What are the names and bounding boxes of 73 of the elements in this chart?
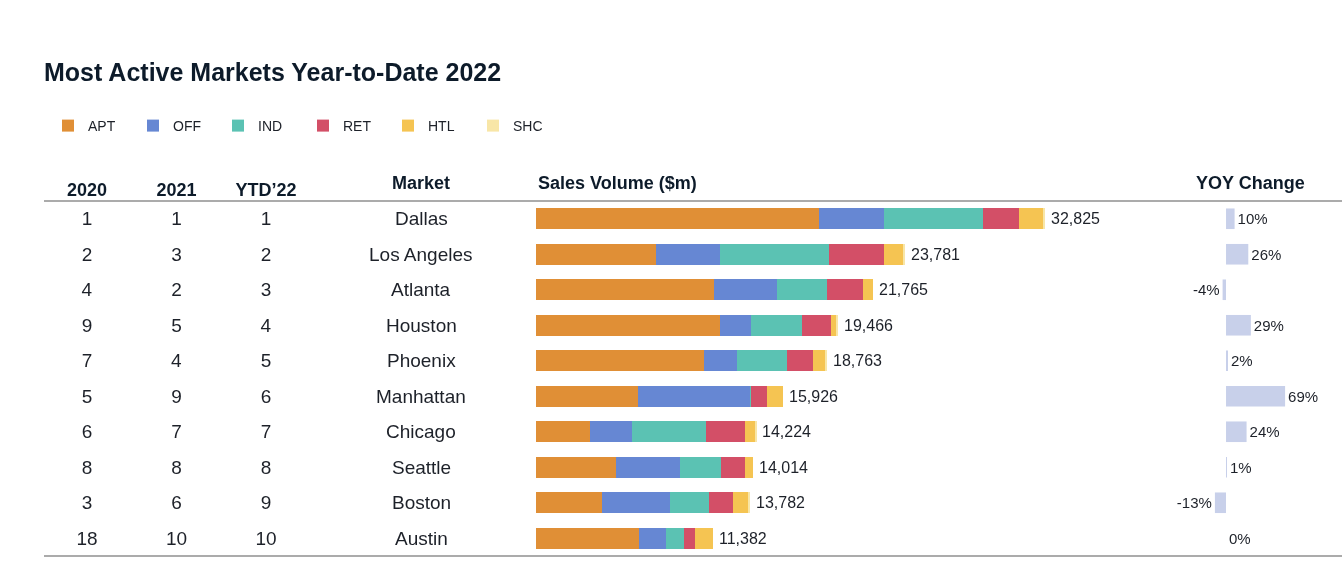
data-label: 18 bbox=[76, 527, 98, 549]
annotation: 19,466 bbox=[844, 317, 894, 334]
data-label: 24% bbox=[1249, 423, 1280, 441]
data-label: 0% bbox=[1229, 529, 1251, 547]
legend-label: APT bbox=[88, 118, 116, 135]
data-label: 8 bbox=[171, 456, 182, 478]
data-label: 6 bbox=[260, 385, 272, 407]
chart-title: Most Active Markets Year-to-Date 2022 bbox=[44, 57, 502, 86]
annotation: 21,765 bbox=[879, 281, 929, 298]
data-label: 9 bbox=[260, 492, 272, 514]
data-label: 2% bbox=[1231, 352, 1253, 370]
y-tick-label: Seattle bbox=[392, 457, 452, 478]
data-label: 69% bbox=[1288, 387, 1319, 405]
data-label: 9 bbox=[81, 314, 93, 336]
data-label: 7 bbox=[81, 350, 93, 372]
data-label: 8 bbox=[260, 456, 272, 478]
y-tick-label: Chicago bbox=[386, 421, 456, 442]
y-tick-label: Austin bbox=[395, 528, 448, 549]
x-tick-label: 2020 bbox=[66, 180, 108, 201]
data-label: 9 bbox=[171, 385, 182, 407]
annotation: 18,763 bbox=[833, 352, 883, 369]
data-label: 2 bbox=[260, 243, 272, 265]
data-label: 10 bbox=[165, 527, 188, 549]
annotation: 15,926 bbox=[789, 388, 839, 405]
y-tick-label: Manhattan bbox=[376, 386, 466, 407]
data-label: 5 bbox=[81, 385, 93, 407]
data-label: 3 bbox=[81, 492, 93, 514]
annotation: 23,781 bbox=[911, 246, 961, 263]
legend-label: IND bbox=[258, 118, 283, 135]
annotation: 14,014 bbox=[759, 459, 809, 476]
data-label: 5 bbox=[171, 314, 182, 336]
annotation: 11,382 bbox=[719, 530, 767, 547]
x-tick-label: 2021 bbox=[156, 180, 197, 201]
data-label: 4 bbox=[81, 279, 93, 301]
data-label: 6 bbox=[81, 421, 93, 443]
annotation: 14,224 bbox=[762, 423, 812, 440]
y-tick-label: Houston bbox=[386, 315, 457, 336]
data-label: 7 bbox=[260, 421, 272, 443]
y-tick-label: Phoenix bbox=[387, 350, 457, 371]
data-label: 3 bbox=[171, 243, 182, 265]
annotation: 13,782 bbox=[756, 494, 806, 511]
data-label: 10 bbox=[255, 527, 277, 549]
data-label: 3 bbox=[260, 279, 272, 301]
y-tick-label: Boston bbox=[392, 492, 452, 513]
data-label: 7 bbox=[171, 421, 182, 443]
x-axis-title: Sales Volume ($m) bbox=[538, 173, 697, 193]
data-label: 1 bbox=[260, 208, 272, 230]
data-label: -13% bbox=[1176, 494, 1212, 512]
y-tick-label: Atlanta bbox=[391, 279, 451, 300]
annotation: 32,825 bbox=[1051, 210, 1101, 227]
data-label: 10% bbox=[1237, 210, 1268, 228]
data-label: 8 bbox=[81, 456, 93, 478]
data-label: 26% bbox=[1251, 245, 1282, 263]
data-label: 1 bbox=[81, 208, 93, 230]
y-axis-title: Market bbox=[392, 173, 451, 193]
y-tick-label: Dallas bbox=[395, 208, 448, 229]
legend-label: SHC bbox=[513, 118, 543, 135]
y-tick-label: Los Angeles bbox=[369, 244, 473, 265]
x-axis-title: YOY Change bbox=[1196, 173, 1305, 193]
data-label: -4% bbox=[1192, 281, 1220, 299]
legend-label: HTL bbox=[428, 118, 455, 135]
data-label: 1 bbox=[171, 208, 182, 230]
data-label: 2 bbox=[171, 279, 182, 301]
data-label: 29% bbox=[1253, 316, 1284, 334]
data-label: 1% bbox=[1230, 458, 1252, 476]
legend-label: RET bbox=[343, 118, 372, 135]
legend-label: OFF bbox=[173, 118, 201, 135]
data-label: 4 bbox=[260, 314, 272, 336]
data-label: 2 bbox=[81, 243, 93, 265]
data-label: 4 bbox=[171, 350, 182, 372]
data-label: 5 bbox=[260, 350, 272, 372]
x-tick-label: YTD’22 bbox=[235, 180, 297, 201]
data-label: 6 bbox=[171, 492, 182, 514]
